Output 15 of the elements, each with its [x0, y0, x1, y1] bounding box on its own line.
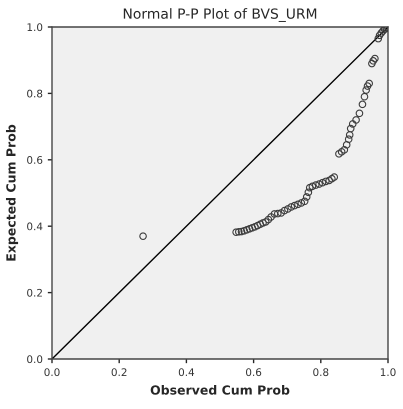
x-axis-title: Observed Cum Prob	[150, 385, 290, 395]
chart-title: Normal P-P Plot of BVS_URM	[124, 8, 316, 22]
x-tick-label: 0.6	[246, 368, 262, 376]
y-tick-label: 0.2	[27, 288, 42, 297]
x-tick-label: 0.4	[178, 368, 194, 376]
y-tick-label: 0.0	[27, 355, 42, 364]
y-tick-label: 1.0	[28, 23, 42, 32]
x-tick-label: 0.0	[44, 368, 60, 376]
x-tick-label: 0.8	[313, 368, 328, 376]
x-tick-label: 1.0	[380, 368, 396, 376]
x-tick-label: 0.2	[112, 368, 126, 376]
y-tick-label: 0.8	[27, 90, 42, 98]
y-tick-label: 0.6	[27, 156, 42, 164]
y-axis-title: Expected Cum Prob	[6, 124, 18, 261]
y-tick-label: 0.4	[27, 222, 42, 230]
